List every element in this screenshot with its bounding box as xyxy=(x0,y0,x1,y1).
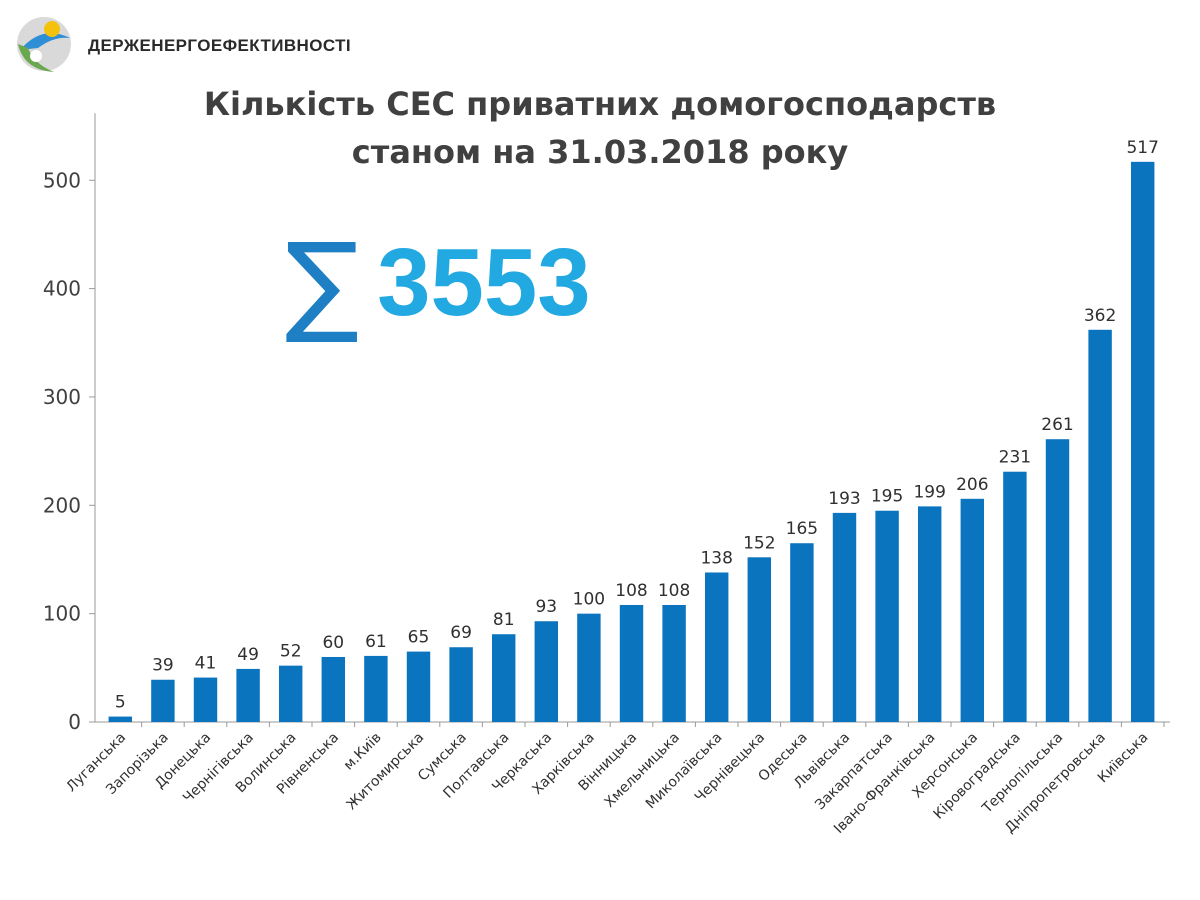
x-tick-label: Хмельницька xyxy=(602,730,683,811)
bar-value-label: 517 xyxy=(1126,138,1158,158)
bar xyxy=(534,621,559,722)
bar-value-label: 231 xyxy=(999,448,1031,468)
bar xyxy=(236,668,260,722)
bar-value-label: 152 xyxy=(743,533,775,553)
bar xyxy=(151,679,175,722)
bar xyxy=(1088,329,1112,722)
bar xyxy=(917,506,942,722)
bar xyxy=(193,677,218,722)
bar xyxy=(108,716,133,722)
sigma-icon: ∑ xyxy=(285,219,360,347)
bar-value-label: 93 xyxy=(535,597,557,617)
x-tick-label: Житомирська xyxy=(344,730,428,814)
bar-value-label: 41 xyxy=(195,654,217,674)
logo-text: ДЕРЖЕНЕРГОЕФЕКТИВНОСТІ xyxy=(88,36,351,55)
x-tick-label: Миколаївська xyxy=(643,730,726,813)
bar-value-label: 261 xyxy=(1041,415,1073,435)
bar-value-label: 61 xyxy=(365,632,387,652)
y-tick-label: 300 xyxy=(43,385,81,409)
bar-value-label: 199 xyxy=(913,482,945,502)
total-value: 3553 xyxy=(377,229,591,336)
bar xyxy=(960,498,985,722)
bar xyxy=(875,510,899,722)
bar-value-label: 60 xyxy=(322,633,344,653)
chart-subtitle: станом на 31.03.2018 року xyxy=(351,133,849,171)
bar-value-label: 108 xyxy=(658,581,690,601)
bar-value-label: 65 xyxy=(408,628,430,648)
bar-value-label: 39 xyxy=(152,656,174,676)
bar xyxy=(1003,471,1027,722)
bar xyxy=(364,655,388,722)
bar-value-label: 49 xyxy=(237,645,259,665)
bar xyxy=(406,651,431,722)
y-tick-label: 500 xyxy=(43,168,81,192)
bar-value-label: 52 xyxy=(280,642,302,662)
bar-value-label: 69 xyxy=(450,623,472,643)
y-tick-label: 400 xyxy=(43,277,81,301)
bar-value-label: 195 xyxy=(871,487,903,507)
bar xyxy=(491,634,516,722)
bar xyxy=(278,665,303,722)
total-sum: ∑ 3553 xyxy=(285,228,591,338)
bar xyxy=(449,647,473,722)
bar xyxy=(704,572,729,722)
bar-value-label: 362 xyxy=(1084,306,1116,326)
y-tick-label: 0 xyxy=(68,710,81,734)
bar xyxy=(321,656,346,722)
bar xyxy=(619,604,644,722)
bar-value-label: 193 xyxy=(828,489,860,509)
chart-title-block: Кількість СЕС приватних домогосподарств … xyxy=(0,80,1200,176)
bar-value-label: 206 xyxy=(956,475,988,495)
y-tick-label: 200 xyxy=(43,493,81,517)
bar xyxy=(790,543,814,722)
bar-value-label: 5 xyxy=(115,693,126,713)
bar xyxy=(747,557,772,722)
chart-title: Кількість СЕС приватних домогосподарств xyxy=(203,85,997,123)
logo: ДЕРЖЕНЕРГОЕФЕКТИВНОСТІ xyxy=(14,14,351,84)
bar-value-label: 138 xyxy=(700,548,732,568)
bar-value-label: 81 xyxy=(493,610,515,630)
agency-logo-icon xyxy=(17,17,71,72)
bar xyxy=(1045,439,1070,722)
bar xyxy=(577,613,601,722)
bar-value-label: 100 xyxy=(573,590,605,610)
bar xyxy=(832,512,857,722)
bar xyxy=(662,604,686,722)
bar-value-label: 165 xyxy=(786,519,818,539)
bar xyxy=(1130,161,1155,722)
bar-value-label: 108 xyxy=(615,581,647,601)
y-tick-label: 100 xyxy=(43,602,81,626)
x-tick-label: Закарпатська xyxy=(812,730,896,814)
